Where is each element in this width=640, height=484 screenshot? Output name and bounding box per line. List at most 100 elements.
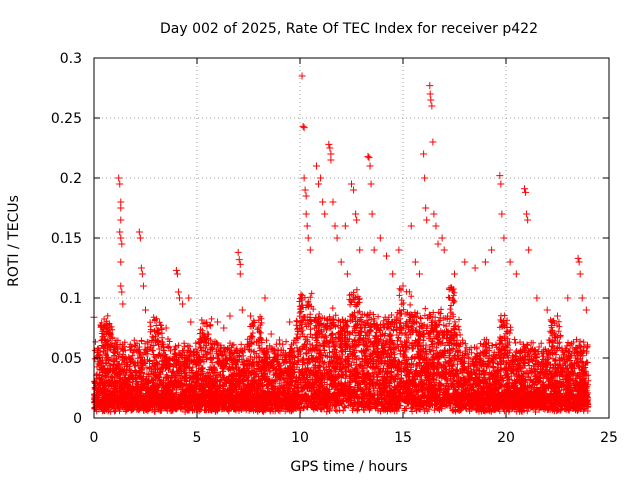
y-axis-label: ROTI / TECUs — [6, 195, 22, 287]
scatter-point — [426, 82, 434, 90]
scatter-point — [370, 246, 378, 254]
scatter-point — [236, 260, 244, 268]
scatter-point — [395, 246, 403, 254]
scatter-point — [115, 174, 123, 182]
scatter-point — [366, 162, 374, 170]
scatter-point — [576, 270, 584, 278]
scatter-point — [312, 162, 320, 170]
x-axis-label: GPS time / hours — [290, 459, 407, 475]
scatter-point — [451, 270, 458, 278]
scatter-point — [185, 294, 193, 302]
scatter-point — [341, 222, 349, 230]
scatter-point — [117, 216, 125, 224]
y-tick-label: 0.2 — [60, 171, 82, 187]
scatter-point — [138, 270, 146, 278]
scatter-point — [135, 228, 143, 236]
scatter-point — [306, 246, 314, 254]
scatter-point — [488, 246, 496, 254]
scatter-point — [116, 228, 124, 236]
x-tick-label: 5 — [193, 430, 202, 446]
scatter-point — [522, 188, 530, 196]
scatter-point — [162, 324, 170, 332]
scatter-point — [303, 222, 311, 230]
scatter-point — [564, 294, 572, 302]
scatter-point — [471, 264, 479, 272]
scatter-point — [389, 270, 397, 278]
scatter-point — [172, 266, 180, 274]
scatter-point — [174, 288, 182, 296]
scatter-point — [422, 204, 430, 212]
scatter-point — [302, 210, 310, 218]
scatter-point — [117, 198, 125, 206]
scatter-point — [521, 185, 529, 193]
scatter-point — [348, 180, 355, 188]
scatter-point — [301, 186, 309, 194]
scatter-point — [175, 294, 183, 302]
scatter-point — [300, 124, 308, 132]
scatter-point — [214, 318, 222, 326]
scatter-point — [554, 312, 561, 320]
scatter-point — [525, 246, 533, 254]
scatter-point — [427, 96, 435, 104]
scatter-point — [440, 246, 448, 254]
scatter-point — [524, 216, 532, 224]
scatter-point — [337, 258, 345, 266]
scatter-point — [317, 174, 325, 182]
scatter-point — [512, 270, 520, 278]
scatter-point — [578, 294, 586, 302]
scatter-point — [368, 210, 376, 218]
scatter-point — [321, 210, 329, 218]
scatter-point — [434, 240, 442, 248]
scatter-point — [421, 174, 429, 182]
scatter-point — [319, 198, 327, 206]
y-tick-label: 0.3 — [60, 51, 82, 67]
scatter-point — [304, 234, 312, 242]
scatter-point — [333, 234, 341, 242]
scatter-point — [96, 348, 104, 356]
scatter-point — [119, 300, 127, 308]
scatter-point — [497, 180, 505, 188]
scatter-point — [117, 234, 125, 242]
scatter-point — [179, 300, 187, 308]
scatter-point — [376, 234, 384, 242]
x-tick-label: 10 — [291, 430, 309, 446]
scatter-point — [430, 210, 438, 218]
scatter-point — [543, 306, 551, 314]
scatter-point — [137, 264, 145, 272]
scatter-point — [118, 240, 126, 248]
scatter-point — [300, 174, 308, 182]
scatter-point — [238, 306, 246, 314]
scatter-point — [411, 258, 419, 266]
scatter-point — [234, 248, 242, 256]
scatter-point — [420, 150, 428, 158]
scatter-point — [117, 258, 125, 266]
scatter-point — [364, 152, 372, 160]
scatter-point — [574, 254, 582, 262]
scatter-point — [523, 210, 531, 218]
scatter-point — [383, 252, 391, 260]
y-tick-label: 0 — [73, 411, 82, 427]
scatter-point — [136, 234, 144, 242]
scatter-point — [187, 318, 195, 326]
scatter-point — [236, 270, 244, 278]
scatter-point — [302, 192, 310, 200]
scatter-point — [582, 306, 590, 314]
scatter-point — [267, 330, 275, 338]
x-tick-label: 15 — [394, 430, 412, 446]
scatter-point — [423, 216, 431, 224]
scatter-point — [261, 294, 269, 302]
scatter-point — [356, 246, 364, 254]
scatter-point — [438, 234, 446, 242]
scatter-point — [117, 204, 125, 212]
scatter-point — [415, 270, 423, 278]
scatter-point — [139, 282, 147, 290]
scatter-point — [235, 256, 243, 264]
scatter-point — [407, 222, 415, 230]
scatter-point — [247, 312, 255, 320]
scatter-point — [255, 324, 263, 332]
scatter-point — [496, 172, 504, 180]
chart-title: Day 002 of 2025, Rate Of TEC Index for r… — [160, 21, 538, 37]
x-tick-label: 25 — [600, 430, 618, 446]
scatter-point — [353, 216, 361, 224]
scatter-point — [142, 306, 149, 314]
